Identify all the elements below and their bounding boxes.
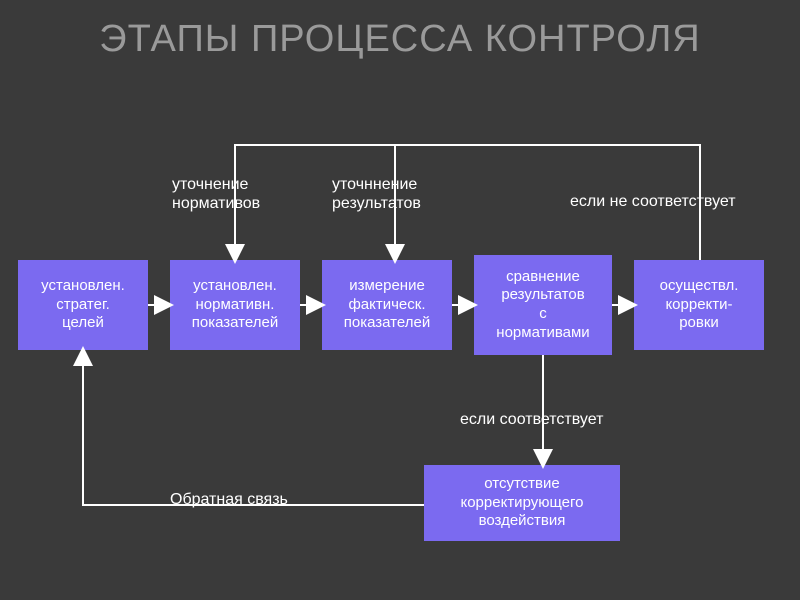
box-correction: осуществл.корректи-ровки	[634, 260, 764, 350]
arrow-b6-b1	[83, 350, 424, 505]
label-not-match: если не соответствует	[570, 192, 736, 211]
label-clarify-results: уточннение результатов	[332, 175, 421, 213]
label-clarify-norms: уточнение нормативов	[172, 175, 260, 213]
label-match: если соответствует	[460, 410, 603, 429]
box-normative-indicators: установлен.нормативн.показателей	[170, 260, 300, 350]
page-title: ЭТАПЫ ПРОЦЕССА КОНТРОЛЯ	[0, 0, 800, 61]
box-strategic-goals: установлен.стратег.целей	[18, 260, 148, 350]
box-measurement: измерениефактическ.показателей	[322, 260, 452, 350]
label-feedback: Обратная связь	[170, 490, 288, 509]
box-comparison: сравнениерезультатовснормативами	[474, 255, 612, 355]
box-no-correction: отсутствиекорректирующеговоздействия	[424, 465, 620, 541]
